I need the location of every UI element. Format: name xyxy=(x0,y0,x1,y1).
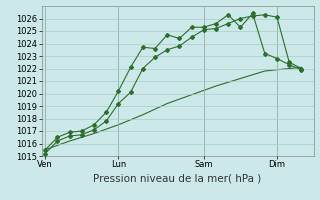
X-axis label: Pression niveau de la mer( hPa ): Pression niveau de la mer( hPa ) xyxy=(93,173,262,183)
